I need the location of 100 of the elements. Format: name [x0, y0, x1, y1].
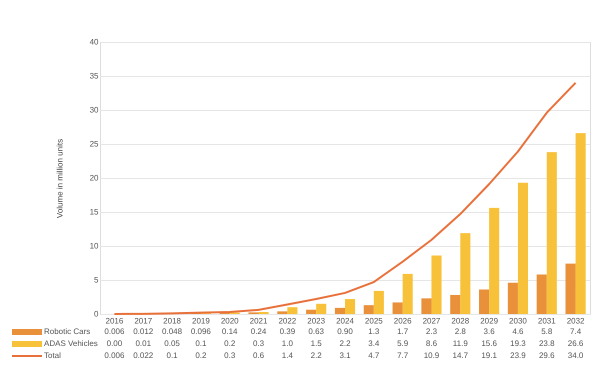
- x-tick-label: 2030: [509, 316, 528, 326]
- y-tick-label: 25: [90, 140, 100, 148]
- data-label: 29.6: [538, 351, 556, 360]
- data-label: 0.2: [195, 351, 207, 360]
- data-label: 2.2: [339, 339, 352, 348]
- bar: [450, 294, 460, 314]
- x-tick-label: 2018: [163, 316, 182, 326]
- bar: [306, 310, 316, 314]
- bar: [345, 299, 356, 314]
- data-label: 10.9: [424, 351, 440, 360]
- data-label: 0.6: [252, 351, 265, 360]
- bar: [508, 282, 518, 314]
- data-label: 5.8: [541, 327, 553, 336]
- y-tick-label: 15: [90, 208, 100, 216]
- data-label: 1.4: [282, 351, 294, 360]
- data-label: 0.01: [135, 339, 152, 348]
- bar: [566, 264, 576, 314]
- bar: [421, 298, 432, 314]
- data-label: 0.2: [224, 339, 236, 348]
- x-tick-label: 2027: [422, 316, 441, 326]
- data-label: 4.7: [368, 351, 380, 360]
- bar: [402, 274, 413, 314]
- x-tick-label: 2017: [134, 316, 153, 326]
- bar: [460, 233, 470, 314]
- bar: [316, 304, 326, 314]
- data-label: 0.24: [250, 327, 267, 336]
- data-label: 2.3: [426, 327, 438, 336]
- data-label: 0.05: [164, 339, 180, 348]
- data-label: 34.0: [568, 351, 584, 360]
- bar: [576, 133, 586, 314]
- y-tick-label: 5: [94, 276, 100, 284]
- data-label: 3.4: [368, 339, 380, 348]
- data-label: 0.14: [222, 327, 238, 336]
- data-label: 5.9: [397, 339, 409, 348]
- data-label: 0.3: [252, 339, 265, 348]
- data-label: 1.3: [368, 327, 380, 336]
- data-label: 0.022: [133, 351, 154, 360]
- data-label: 26.6: [568, 339, 584, 348]
- bar: [277, 311, 288, 314]
- x-tick-label: 2024: [336, 316, 354, 326]
- bar: [489, 208, 500, 314]
- data-label: 14.7: [452, 351, 469, 360]
- y-tick-label: 20: [90, 174, 100, 182]
- bar: [334, 308, 345, 314]
- data-label: 3.1: [339, 351, 352, 360]
- x-tick-label: 2021: [250, 316, 268, 326]
- data-label: 0.00: [106, 339, 123, 348]
- x-tick-label: 2031: [538, 316, 556, 326]
- x-tick-label: 2025: [364, 316, 384, 326]
- data-label: 0.3: [224, 351, 236, 360]
- data-label: 2.8: [454, 327, 466, 336]
- bar: [518, 182, 528, 314]
- data-label: 0.048: [162, 327, 183, 336]
- x-tick-label: 2019: [192, 316, 210, 326]
- data-label: 1.0: [282, 339, 294, 348]
- x-tick-label: 2032: [566, 316, 586, 326]
- y-tick-label: 10: [90, 242, 100, 250]
- bar: [287, 307, 298, 314]
- line-series: [113, 82, 577, 315]
- data-label: 0.1: [195, 339, 207, 348]
- data-label: 23.8: [538, 339, 556, 348]
- data-label: 0.096: [190, 327, 212, 336]
- x-tick-label: 2026: [394, 316, 412, 326]
- data-label: 2.2: [310, 351, 322, 360]
- bar: [546, 152, 557, 314]
- y-tick-label: 35: [90, 72, 100, 80]
- data-label: 1.7: [397, 327, 409, 336]
- data-label: 0.006: [104, 351, 125, 360]
- bar: [431, 256, 442, 314]
- data-label: 7.7: [397, 351, 409, 360]
- bar: [392, 302, 403, 314]
- bar: [364, 305, 374, 314]
- x-tick-label: 2020: [220, 316, 240, 326]
- data-label: 3.6: [484, 327, 496, 336]
- data-label: 0.1: [166, 351, 178, 360]
- legend-label: Robotic Cars: [44, 327, 90, 336]
- y-tick-label: 0: [94, 310, 100, 318]
- data-label: 0.90: [337, 327, 354, 336]
- data-label: 19.1: [481, 351, 498, 360]
- y-axis-title: Volume in million units: [56, 138, 65, 218]
- y-tick-label: 40: [90, 38, 100, 46]
- data-label: 19.3: [510, 339, 526, 348]
- data-label: 1.5: [310, 339, 322, 348]
- bar: [479, 290, 490, 314]
- bar: [536, 274, 547, 314]
- data-label: 0.63: [308, 327, 325, 336]
- data-label: 0.012: [133, 327, 154, 336]
- data-label: 7.4: [570, 327, 582, 336]
- bar: [374, 290, 384, 314]
- data-label: 0.006: [104, 327, 125, 336]
- data-label: 23.9: [510, 351, 526, 360]
- legend-label: ADAS Vehicles: [44, 339, 98, 348]
- x-tick-label: 2022: [278, 316, 297, 326]
- x-tick-label: 2016: [106, 316, 124, 326]
- x-tick-label: 2023: [307, 316, 326, 326]
- data-label: 11.9: [452, 339, 468, 348]
- data-label: 8.6: [426, 339, 438, 348]
- x-tick-label: 2028: [451, 316, 470, 326]
- y-tick-label: 30: [90, 106, 100, 114]
- legend-label: Total: [44, 351, 62, 360]
